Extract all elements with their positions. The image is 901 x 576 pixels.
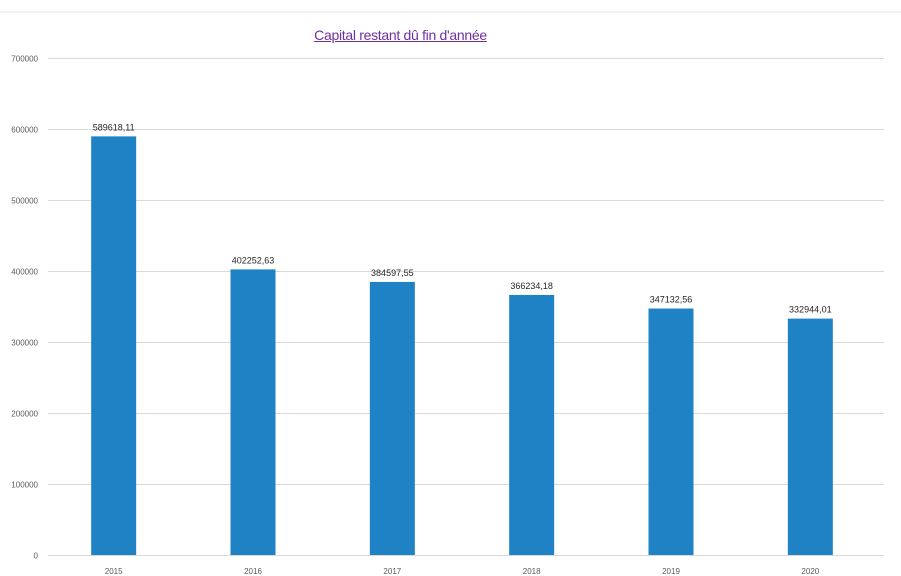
bar [369,281,415,555]
bars [91,136,833,555]
y-tick-label: 400000 [11,268,38,277]
x-axis-tick-labels: 2015 2016 2017 2018 2019 2020 [105,567,820,576]
data-label: 347132,56 [650,295,693,305]
x-tick-label: 2018 [523,567,541,576]
gridlines [0,11,901,556]
bar [648,308,694,555]
bar [91,136,137,555]
data-label: 402252,63 [232,255,275,265]
y-axis-tick-labels: 0 100000 200000 300000 400000 500000 600000 700… [11,55,38,561]
chart-title: Capital restant dû fin d'année [314,27,487,43]
y-tick-label: 200000 [11,410,38,419]
bar [230,269,276,555]
x-tick-label: 2016 [244,567,262,576]
bar [509,294,555,555]
data-labels: 589618,11 402252,63 384597,55 366234,18 3471… [93,122,832,314]
y-tick-label: 300000 [11,339,38,348]
y-tick-label: 700000 [11,55,38,64]
y-tick-label: 500000 [11,197,38,206]
data-label: 332944,01 [789,305,832,315]
data-label: 366234,18 [510,281,553,291]
y-tick-label: 100000 [11,481,38,490]
y-tick-label: 0 [34,552,39,561]
x-tick-label: 2019 [662,567,680,576]
x-tick-label: 2017 [383,567,401,576]
x-tick-label: 2020 [801,567,819,576]
y-tick-label: 600000 [11,126,38,135]
bar [787,318,833,555]
x-tick-label: 2015 [105,567,123,576]
data-label: 589618,11 [93,122,135,132]
data-label: 384597,55 [371,268,414,278]
